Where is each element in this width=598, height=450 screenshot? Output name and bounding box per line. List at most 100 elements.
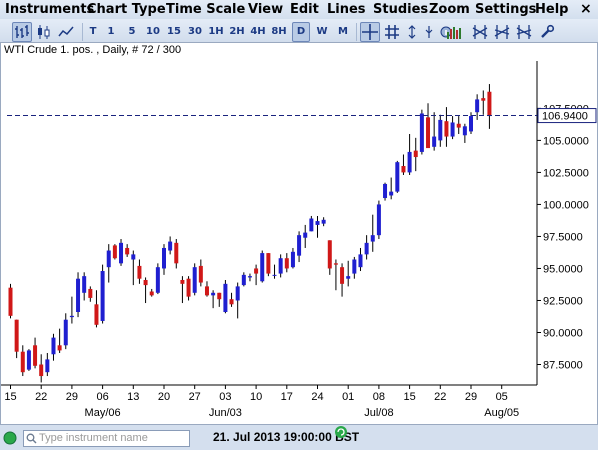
timescale-8h-button[interactable]: 8H (271, 26, 287, 37)
candle-body (106, 250, 111, 268)
y-tick-label: 95.0000 (543, 263, 583, 275)
candle-body (143, 279, 148, 286)
current-price-label: 106.9400 (542, 111, 588, 123)
candle-body (346, 276, 351, 279)
candle-body (45, 359, 50, 373)
candle-body (180, 279, 185, 284)
candle-body (376, 204, 381, 236)
menu-chart-type[interactable]: Chart Type (87, 2, 166, 17)
price-chart[interactable]: 87.5000 90.0000 92.5000 95.0000 97.5000 100.0… (1, 43, 597, 424)
current-datetime: 21. Jul 2013 19:00:00 BST (213, 430, 360, 444)
candle-body (407, 151, 412, 173)
x-month-label: Jun/03 (209, 407, 242, 419)
candle-body (364, 242, 369, 255)
menu-settings[interactable]: Settings (475, 2, 537, 17)
candle-body (254, 268, 259, 274)
x-tick-label: 08 (373, 391, 385, 403)
timescale-1-button[interactable]: 1 (107, 26, 115, 37)
toolbar-separator (356, 23, 357, 41)
candle-body (119, 242, 124, 264)
menu-lines[interactable]: Lines (327, 2, 366, 17)
bottom-bar: Type instrument name 21. Jul 2013 19:00:… (0, 425, 598, 450)
timescale-weekly-button[interactable]: W (316, 26, 328, 37)
x-tick-label: 22 (35, 391, 47, 403)
timescale-15-button[interactable]: 15 (167, 26, 181, 37)
x-month-label: Aug/05 (484, 407, 519, 419)
candle-body (462, 126, 467, 136)
bar-chart-icon[interactable] (12, 22, 32, 42)
timescale-5-button[interactable]: 5 (128, 26, 136, 37)
wrench-icon[interactable] (537, 22, 557, 42)
candle-body (438, 119, 443, 141)
close-window-icon[interactable]: × (580, 1, 592, 17)
candle-body (315, 221, 320, 225)
candle-body (241, 274, 246, 286)
menu-zoom[interactable]: Zoom (429, 2, 470, 17)
candle-body (137, 265, 142, 279)
candle-body (297, 235, 302, 256)
y-tick-label: 100.0000 (543, 199, 589, 211)
candle-body (352, 259, 357, 274)
timescale-10-button[interactable]: 10 (146, 26, 160, 37)
candle-body (14, 319, 19, 352)
candle-body (487, 91, 492, 117)
candle-body (69, 315, 74, 318)
menu-studies[interactable]: Studies (373, 2, 429, 17)
x-tick-label: 22 (434, 391, 446, 403)
x-tick-label: 10 (250, 391, 262, 403)
candle-body (155, 267, 160, 293)
x-tick-label: 17 (281, 391, 293, 403)
instrument-search-input[interactable]: Type instrument name (23, 430, 190, 447)
timescale-2h-button[interactable]: 2H (229, 26, 245, 37)
indicator-1-icon[interactable] (470, 22, 490, 42)
candle-body (456, 123, 461, 128)
zoom-out-icon[interactable] (421, 22, 437, 42)
candlestick-icon[interactable] (34, 22, 54, 42)
x-tick-label: 05 (496, 391, 508, 403)
zoom-in-icon[interactable] (404, 22, 420, 42)
candle-body (358, 254, 363, 268)
column-chart-icon[interactable] (445, 22, 465, 42)
candle-body (198, 265, 203, 283)
candle-body (395, 162, 400, 192)
x-tick-label: 13 (127, 391, 139, 403)
x-tick-label: 06 (96, 391, 108, 403)
candle-body (260, 253, 265, 282)
candle-body (432, 136, 437, 147)
candle-body (149, 291, 154, 296)
menu-help[interactable]: Help (535, 2, 569, 17)
candle-body (327, 240, 332, 269)
timescale-T-button[interactable]: T (89, 26, 97, 37)
timescale-daily-button[interactable]: D (292, 22, 310, 42)
menu-instruments[interactable]: Instruments (5, 2, 95, 17)
candle-body (125, 247, 130, 255)
candle-body (309, 218, 314, 232)
refresh-icon[interactable] (334, 425, 348, 439)
menu-view[interactable]: View (248, 2, 284, 17)
x-tick-label: 29 (465, 391, 477, 403)
timescale-monthly-button[interactable]: M (338, 26, 348, 37)
y-tick-label: 87.5000 (543, 360, 583, 372)
candle-body (419, 113, 424, 152)
grid-icon[interactable] (382, 22, 402, 42)
timescale-30-button[interactable]: 30 (188, 26, 202, 37)
candle-body (481, 98, 486, 101)
crosshair-icon[interactable] (360, 22, 380, 42)
chart-window[interactable]: 87.5000 90.0000 92.5000 95.0000 97.5000 100.0… (0, 42, 598, 425)
candle-body (284, 258, 289, 269)
candle-body (211, 292, 216, 296)
candle-body (475, 99, 480, 113)
menu-edit[interactable]: Edit (290, 2, 319, 17)
indicator-3-icon[interactable] (514, 22, 534, 42)
x-tick-label: 15 (4, 391, 16, 403)
timescale-1h-button[interactable]: 1H (208, 26, 224, 37)
x-tick-label: 03 (219, 391, 231, 403)
menu-time-scale[interactable]: Time Scale (166, 2, 246, 17)
line-chart-icon[interactable] (56, 22, 76, 42)
indicator-2-icon[interactable] (492, 22, 512, 42)
candle-body (370, 235, 375, 242)
timescale-4h-button[interactable]: 4H (250, 26, 266, 37)
candle-body (426, 117, 431, 149)
candle-body (413, 150, 418, 158)
candle-body (469, 116, 473, 132)
